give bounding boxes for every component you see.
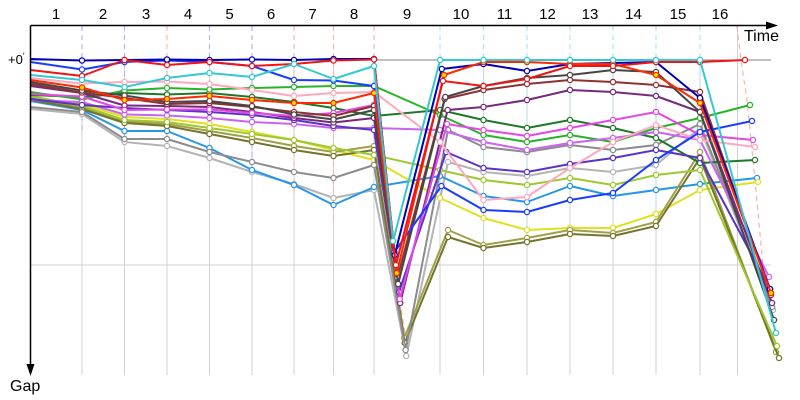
- svg-text:15: 15: [670, 6, 687, 23]
- svg-text:1: 1: [52, 6, 60, 23]
- svg-text:10: 10: [453, 6, 470, 23]
- svg-text:5: 5: [225, 6, 233, 23]
- svg-text:Time: Time: [744, 28, 779, 45]
- svg-text:3: 3: [142, 6, 150, 23]
- svg-text:+0′: +0′: [8, 51, 25, 67]
- svg-text:2: 2: [99, 6, 107, 23]
- svg-text:9: 9: [403, 6, 411, 23]
- svg-text:14: 14: [625, 6, 642, 23]
- svg-text:8: 8: [350, 6, 358, 23]
- svg-text:6: 6: [267, 6, 275, 23]
- svg-text:16: 16: [712, 6, 729, 23]
- svg-text:4: 4: [184, 6, 192, 23]
- svg-text:13: 13: [582, 6, 599, 23]
- svg-text:11: 11: [497, 6, 513, 23]
- svg-text:12: 12: [539, 6, 556, 23]
- svg-text:7: 7: [308, 6, 316, 23]
- svg-text:Gap: Gap: [10, 378, 40, 395]
